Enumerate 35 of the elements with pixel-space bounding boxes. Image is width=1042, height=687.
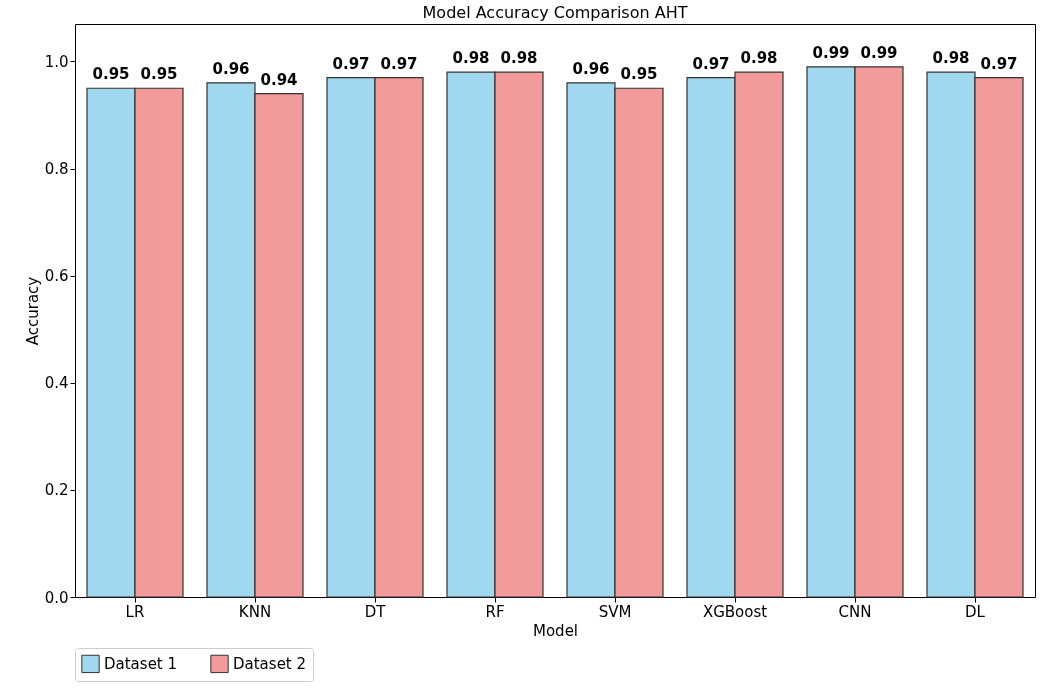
data-label: 0.95 (140, 65, 178, 84)
y-tick-label: 0.6 (44, 267, 69, 286)
x-tick-label: DT (364, 602, 387, 621)
data-label: 0.95 (620, 65, 658, 84)
data-label: 0.97 (980, 54, 1018, 73)
y-tick-label: 0.8 (44, 160, 69, 179)
chart-title: Model Accuracy Comparison AHT (422, 3, 688, 22)
x-tick-label: DL (965, 602, 986, 621)
data-label: 0.97 (380, 54, 418, 73)
y-tick-label: 1.0 (44, 52, 69, 71)
y-tick-label: 0.4 (44, 374, 69, 393)
y-tick-label: 0.0 (44, 588, 69, 607)
data-label: 0.98 (452, 49, 490, 68)
y-axis-title: Accuracy (23, 276, 42, 346)
x-tick-label: KNN (238, 602, 272, 621)
x-tick-label: LR (125, 602, 145, 621)
x-tick-label: RF (485, 602, 505, 621)
y-tick-label: 0.2 (44, 481, 69, 500)
data-label: 0.98 (932, 49, 970, 68)
legend-label: Dataset 1 (104, 654, 178, 673)
data-label: 0.95 (92, 65, 130, 84)
legend-label: Dataset 2 (233, 654, 307, 673)
x-tick-label: CNN (838, 602, 872, 621)
data-label: 0.94 (260, 70, 298, 89)
data-label: 0.98 (500, 49, 538, 68)
data-label: 0.97 (332, 54, 370, 73)
data-label: 0.96 (572, 59, 610, 78)
data-label: 0.97 (692, 54, 730, 73)
data-label: 0.99 (812, 43, 850, 62)
data-label: 0.96 (212, 59, 250, 78)
x-tick-label: XGBoost (702, 602, 768, 621)
x-axis-title: Model (532, 621, 579, 640)
x-tick-label: SVM (598, 602, 632, 621)
data-label: 0.99 (860, 43, 898, 62)
data-label: 0.98 (740, 49, 778, 68)
